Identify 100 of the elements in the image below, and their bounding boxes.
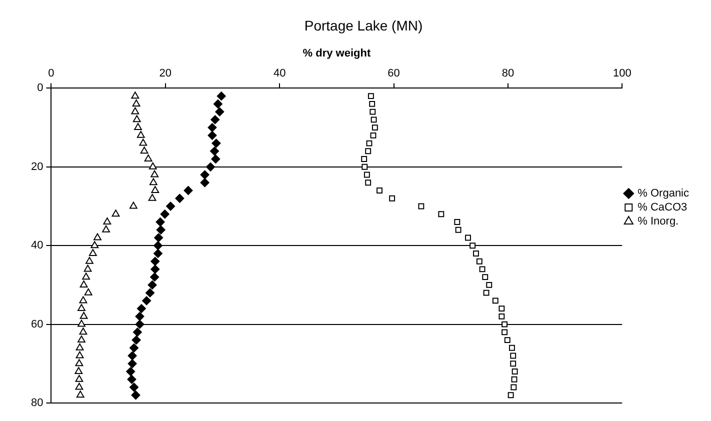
point — [510, 352, 516, 359]
x-tick-label: 20 — [159, 68, 172, 80]
point — [512, 368, 518, 374]
point — [78, 320, 86, 327]
point — [370, 132, 376, 138]
point — [465, 234, 471, 241]
point — [479, 266, 486, 272]
point — [128, 351, 137, 360]
point — [153, 241, 162, 250]
point — [361, 156, 368, 162]
point — [211, 154, 220, 164]
point — [140, 146, 148, 154]
point — [160, 210, 170, 219]
point — [132, 99, 140, 106]
point — [150, 170, 159, 178]
point — [369, 100, 376, 107]
point — [370, 108, 376, 115]
x-axis-title: % dry weight — [302, 47, 371, 60]
point — [366, 140, 372, 146]
point — [84, 264, 92, 272]
point — [103, 217, 112, 224]
point — [76, 343, 84, 350]
point — [362, 164, 368, 170]
point — [132, 115, 141, 122]
point — [208, 130, 217, 140]
x-tick-label: 80 — [502, 68, 514, 80]
y-tick-label: 80 — [30, 397, 44, 410]
point — [376, 188, 382, 194]
point — [130, 382, 139, 392]
y-tick-label: 40 — [30, 240, 44, 252]
point — [511, 376, 518, 382]
point — [131, 390, 140, 400]
point — [184, 186, 193, 196]
point — [206, 162, 216, 172]
point — [372, 124, 378, 131]
x-tick-label: 0 — [48, 68, 54, 80]
point — [364, 172, 370, 178]
point — [129, 202, 138, 209]
legend-label: % CaCO3 — [638, 202, 688, 214]
point — [473, 250, 479, 256]
point — [78, 336, 86, 343]
point — [144, 154, 152, 162]
point — [212, 138, 221, 148]
point — [438, 211, 444, 218]
point — [131, 107, 140, 114]
legend-label: % Organic — [638, 188, 690, 200]
point — [200, 170, 210, 180]
point — [418, 203, 424, 210]
point — [365, 148, 372, 154]
legend-label: % Inorg. — [638, 216, 679, 228]
point — [132, 328, 142, 337]
point — [126, 367, 136, 376]
point — [142, 296, 152, 306]
point — [148, 280, 157, 290]
point — [84, 288, 92, 296]
point — [153, 248, 162, 258]
point — [75, 359, 84, 366]
point — [470, 242, 476, 249]
point — [370, 116, 377, 123]
point — [486, 282, 492, 288]
point — [150, 272, 160, 282]
point — [150, 256, 160, 266]
point — [149, 178, 158, 186]
y-tick-label: 0 — [37, 82, 44, 94]
point — [76, 390, 84, 398]
point — [210, 115, 220, 124]
point — [492, 298, 498, 304]
point — [365, 180, 372, 186]
point — [483, 290, 490, 296]
point — [389, 195, 396, 202]
point — [127, 374, 136, 384]
point — [156, 225, 166, 234]
point — [504, 337, 510, 344]
point — [86, 256, 94, 264]
point — [502, 329, 508, 336]
point — [150, 264, 160, 274]
point — [151, 186, 160, 194]
point — [136, 130, 145, 138]
point — [216, 92, 226, 101]
point — [498, 313, 505, 320]
point — [482, 274, 488, 280]
point — [210, 146, 220, 156]
point — [88, 248, 97, 256]
point — [136, 304, 146, 314]
point — [368, 93, 374, 100]
point — [128, 359, 137, 368]
point — [75, 382, 84, 390]
point — [75, 374, 84, 382]
point — [146, 288, 155, 298]
x-tick-label: 100 — [612, 68, 632, 80]
point — [208, 123, 217, 132]
y-tick-label: 60 — [30, 318, 44, 330]
point — [213, 99, 222, 108]
point — [215, 107, 224, 116]
point — [476, 258, 482, 264]
point — [508, 392, 514, 398]
point — [508, 344, 515, 351]
point — [130, 343, 139, 352]
point — [166, 202, 176, 211]
chart-title: Portage Lake (MN) — [304, 17, 423, 34]
